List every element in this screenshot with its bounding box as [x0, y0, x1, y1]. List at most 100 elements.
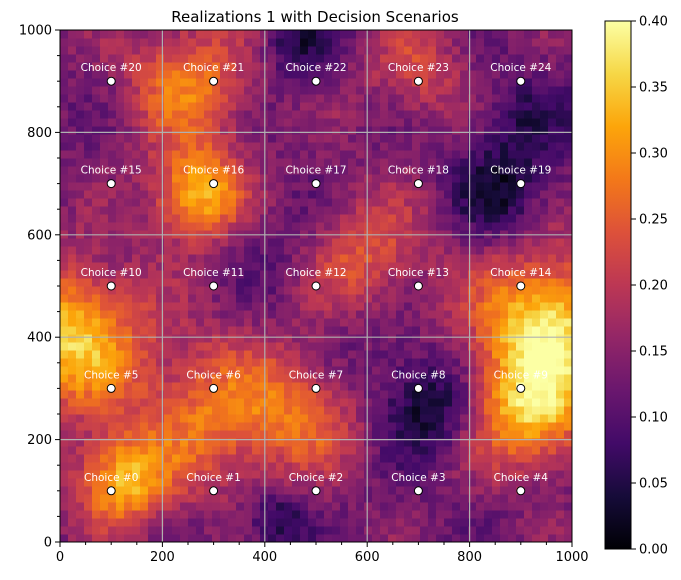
heatmap-cell [212, 358, 221, 367]
heatmap-cell [236, 174, 245, 183]
heatmap-cell [444, 214, 453, 223]
heatmap-cell [340, 422, 349, 431]
heatmap-cell [348, 350, 357, 359]
heatmap-cell [332, 198, 341, 207]
heatmap-cell [300, 134, 309, 143]
heatmap-cell [308, 150, 317, 159]
heatmap-cell [76, 294, 85, 303]
heatmap-cell [556, 62, 565, 71]
heatmap-cell [148, 246, 157, 255]
heatmap-cell [268, 526, 277, 535]
heatmap-cell [316, 366, 325, 375]
heatmap-cell [500, 30, 509, 39]
heatmap-cell [452, 502, 461, 511]
heatmap-cell [92, 62, 101, 71]
heatmap-cell [172, 374, 181, 383]
heatmap-cell [516, 54, 525, 63]
heatmap-cell [116, 206, 125, 215]
heatmap-cell [236, 502, 245, 511]
heatmap-cell [164, 350, 173, 359]
choice-label: Choice #12 [285, 267, 346, 279]
heatmap-cell [484, 134, 493, 143]
heatmap-cell [388, 526, 397, 535]
heatmap-cell [404, 454, 413, 463]
heatmap-cell [476, 310, 485, 319]
heatmap-cell [124, 30, 133, 39]
heatmap-cell [516, 142, 525, 151]
heatmap-cell [204, 110, 213, 119]
heatmap-cell [532, 118, 541, 127]
heatmap-cell [196, 118, 205, 127]
heatmap-cell [292, 134, 301, 143]
heatmap-cell [228, 430, 237, 439]
heatmap-cell [452, 358, 461, 367]
heatmap-cell [244, 494, 253, 503]
heatmap-cell [468, 286, 477, 295]
heatmap-cell [564, 30, 573, 39]
heatmap-cell [236, 286, 245, 295]
heatmap-cell [324, 414, 333, 423]
heatmap-cell [308, 358, 317, 367]
heatmap-cell [540, 454, 549, 463]
heatmap-cell [420, 278, 429, 287]
heatmap-cell [308, 270, 317, 279]
heatmap-cell [156, 446, 165, 455]
heatmap-cell [364, 262, 373, 271]
heatmap-cell [396, 270, 405, 279]
heatmap-cell [532, 182, 541, 191]
heatmap-cell [228, 390, 237, 399]
heatmap-cell [100, 470, 109, 479]
choice-point [413, 486, 423, 496]
heatmap-cell [548, 534, 557, 543]
heatmap-cell [492, 150, 501, 159]
heatmap-cell [60, 246, 69, 255]
heatmap-cell [164, 46, 173, 55]
heatmap-cell [332, 182, 341, 191]
heatmap-cell [60, 382, 69, 391]
heatmap-cell [516, 134, 525, 143]
heatmap-cell [380, 518, 389, 527]
heatmap-cell [236, 278, 245, 287]
heatmap-cell [508, 366, 517, 375]
heatmap-cell [380, 462, 389, 471]
heatmap-cell [364, 398, 373, 407]
heatmap-cell [140, 494, 149, 503]
heatmap-cell [268, 318, 277, 327]
heatmap-cell [404, 518, 413, 527]
heatmap-cell [364, 310, 373, 319]
heatmap-cell [116, 86, 125, 95]
heatmap-cell [100, 222, 109, 231]
heatmap-cell [116, 510, 125, 519]
heatmap-cell [76, 486, 85, 495]
heatmap-cell [356, 430, 365, 439]
heatmap-cell [244, 70, 253, 79]
heatmap-cell [188, 238, 197, 247]
heatmap-cell [556, 510, 565, 519]
heatmap-cell [428, 174, 437, 183]
heatmap-cell [276, 222, 285, 231]
heatmap-cell [108, 206, 117, 215]
heatmap-cell [380, 470, 389, 479]
heatmap-cell [316, 54, 325, 63]
heatmap-cell [196, 414, 205, 423]
heatmap-cell [204, 206, 213, 215]
heatmap-cell [164, 78, 173, 87]
heatmap-cell [420, 246, 429, 255]
heatmap-cell [156, 518, 165, 527]
heatmap-cell [300, 358, 309, 367]
heatmap-cell [220, 374, 229, 383]
heatmap-cell [228, 534, 237, 543]
heatmap-cell [460, 142, 469, 151]
heatmap-cell [236, 302, 245, 311]
heatmap-cell [84, 382, 93, 391]
heatmap-cell [564, 470, 573, 479]
heatmap-cell [564, 78, 573, 87]
heatmap-cell [380, 86, 389, 95]
choice-label: Choice #0 [84, 472, 138, 484]
heatmap-cell [220, 390, 229, 399]
heatmap-cell [108, 502, 117, 511]
heatmap-cell [564, 430, 573, 439]
heatmap-cell [556, 534, 565, 543]
heatmap-cell [60, 150, 69, 159]
heatmap-cell [492, 198, 501, 207]
